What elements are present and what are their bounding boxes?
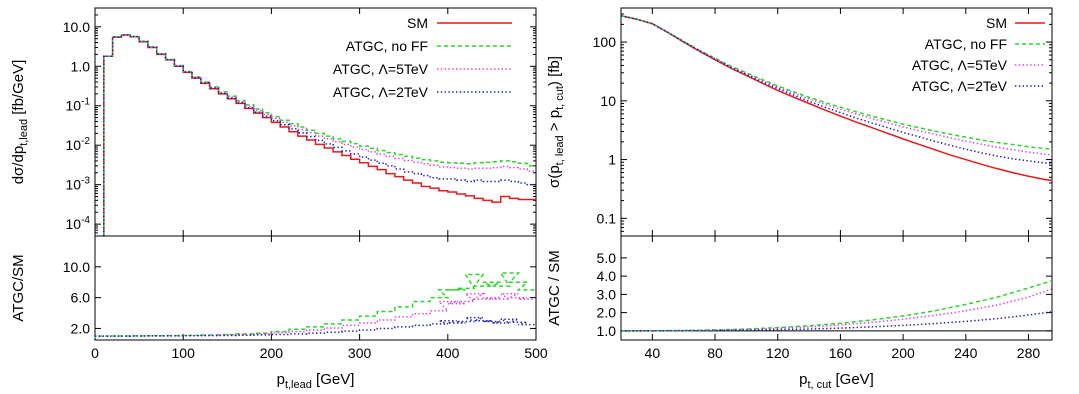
x-tick-label: 0 — [91, 345, 99, 361]
x-tick-label: 160 — [829, 345, 853, 361]
x-tick-label: 280 — [1017, 345, 1041, 361]
x-tick-label: 240 — [954, 345, 978, 361]
x-axis-title: pt,lead [GeV] — [277, 371, 355, 391]
legend-label: SM — [986, 15, 1007, 31]
x-axis-title: pt, cut [GeV] — [799, 371, 874, 391]
y-tick-label: 10-4 — [66, 215, 91, 232]
y-tick-label: 10.0 — [63, 259, 90, 275]
series-line-atgc-no-ff — [103, 33, 536, 236]
left-top-panel: 10.0 1.0 10-1 10-2 10-3 10-4 SM ATGC, no FF ATGC… — [10, 7, 537, 237]
y-axis-title: σ(pt, lead > pt, cut) [fb] — [546, 56, 566, 188]
y-tick-label: 3.0 — [597, 286, 617, 302]
plot-frame — [620, 235, 1053, 341]
y-tick-label: 1.0 — [71, 58, 91, 74]
legend-label: ATGC, Λ=2TeV — [912, 78, 1008, 94]
y-tick-label: 10-2 — [66, 136, 91, 153]
x-tick-label: 120 — [766, 345, 790, 361]
series-line-atgc-5tev — [94, 293, 536, 340]
legend-label: ATGC, Λ=5TeV — [912, 57, 1008, 73]
y-axis-title: dσ/dpt,lead [fb/GeV] — [10, 60, 30, 185]
y-tick-label: 4.0 — [597, 268, 617, 284]
y-tick-label: 2.0 — [597, 305, 617, 321]
x-tick-label: 300 — [348, 345, 372, 361]
plot-frame — [94, 7, 537, 237]
y-tick-label: 6.0 — [71, 290, 91, 306]
right-bottom-panel: 5.0 4.0 3.0 2.0 1.0 40 80 120 160 200 240 280 ATGC /… — [546, 235, 1053, 391]
y-tick-label: 0.1 — [597, 210, 617, 226]
y-tick-label: 1.0 — [597, 323, 617, 339]
series-line-atgc-no-ff — [620, 279, 1053, 332]
y-axis-title: ATGC/SM — [10, 254, 27, 321]
series-line-atgc-2tev — [620, 310, 1053, 332]
x-tick-label: 40 — [645, 345, 661, 361]
y-tick-label: 10-3 — [66, 176, 91, 193]
series-line-atgc-2tev — [620, 15, 1053, 165]
y-tick-label: 10-1 — [66, 97, 91, 114]
x-tick-label: 80 — [707, 345, 723, 361]
legend-label: ATGC, no FF — [925, 36, 1007, 52]
legend-label: ATGC, Λ=2TeV — [333, 84, 429, 100]
y-tick-label: 100 — [593, 34, 617, 50]
x-tick-label: 100 — [172, 345, 196, 361]
y-tick-label: 5.0 — [597, 250, 617, 266]
series-line-sm — [103, 34, 536, 236]
right-top-panel: 100 10 1 0.1 SM ATGC, no FF ATGC, Λ=5TeV ATGC, … — [546, 7, 1053, 237]
y-tick-label: 10 — [600, 93, 616, 109]
legend-label: ATGC, no FF — [346, 38, 428, 54]
series-line-atgc-no-ff — [94, 272, 536, 340]
legend-label: ATGC, Λ=5TeV — [333, 61, 429, 77]
y-tick-label: 10.0 — [63, 19, 90, 35]
series-line-atgc-5tev — [103, 33, 536, 236]
x-tick-label: 200 — [260, 345, 284, 361]
y-tick-label: 1 — [608, 152, 616, 168]
left-bottom-panel: 10.0 6.0 2.00 100 200 300 400 500 ATGC/SM pt,lead… — [10, 235, 548, 391]
y-tick-label: 2.0 — [71, 320, 91, 336]
series-line-atgc-2tev — [103, 34, 536, 236]
series-line-atgc-2tev — [94, 316, 536, 340]
x-tick-label: 500 — [524, 345, 548, 361]
series-line-atgc-5tev — [620, 288, 1053, 332]
plot-frame — [94, 235, 537, 341]
x-tick-label: 200 — [891, 345, 915, 361]
x-tick-label: 400 — [436, 345, 460, 361]
y-axis-title: ATGC / SM — [546, 250, 563, 326]
legend-label: SM — [407, 15, 428, 31]
